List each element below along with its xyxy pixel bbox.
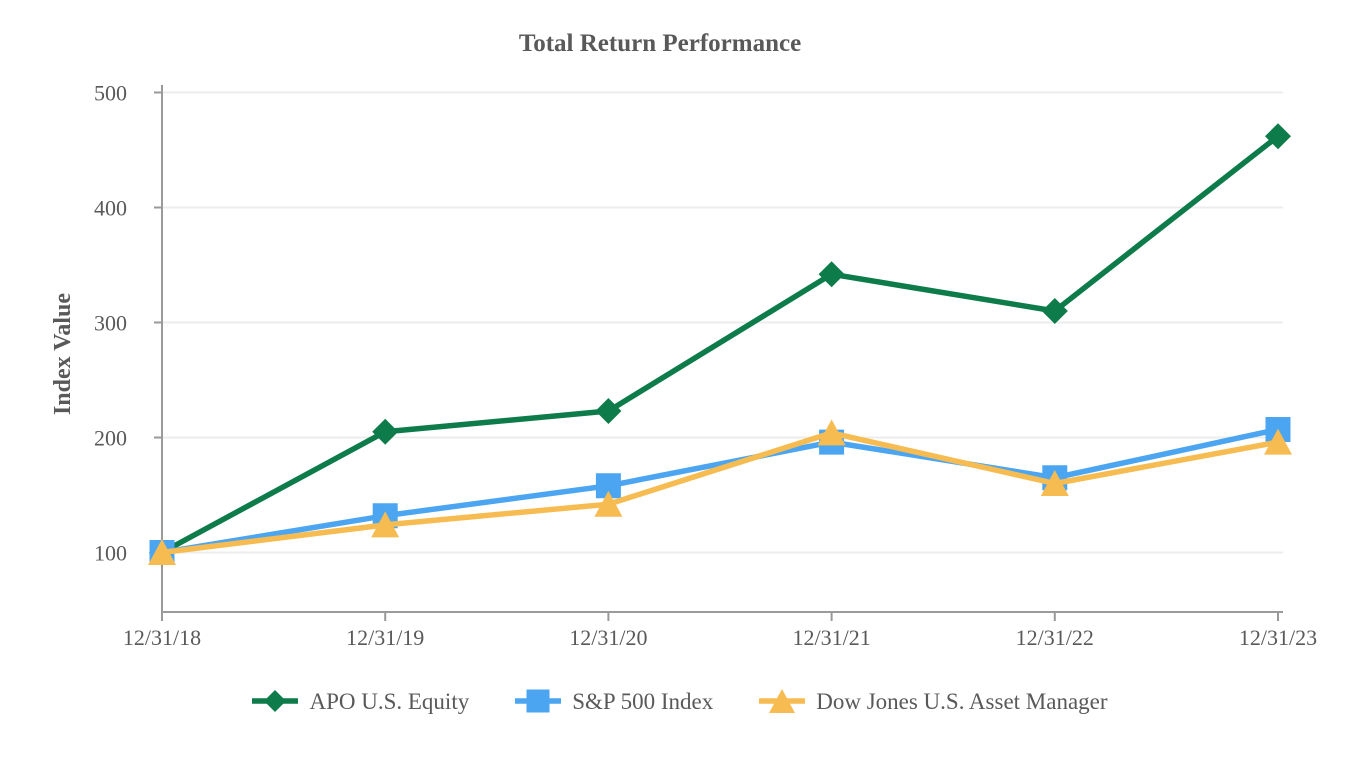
x-tick-label: 12/31/18: [123, 625, 201, 650]
data-point-marker-triangle: [817, 419, 846, 446]
legend-label: APO U.S. Equity: [309, 688, 470, 714]
x-tick-label: 12/31/21: [792, 625, 870, 650]
series-layer: [148, 123, 1292, 566]
y-tick-label: 100: [94, 541, 127, 566]
x-axis-tick-labels: 12/31/18 12/31/19 12/31/20 12/31/21 12/31/22…: [123, 625, 1317, 650]
data-point-marker-diamond: [818, 261, 845, 288]
chart-legend: APO U.S. Equity S&P 500 Index Dow Jones U.…: [0, 686, 1360, 716]
y-tick-label: 300: [94, 311, 127, 336]
x-tick-label: 12/31/20: [569, 625, 647, 650]
y-axis-title: Index Value: [50, 293, 76, 415]
data-point-marker-square: [595, 473, 621, 499]
data-point-marker-triangle: [594, 490, 623, 517]
legend-item: APO U.S. Equity: [252, 686, 469, 716]
line-chart: Total Return Performance Index Value 100…: [50, 30, 1317, 650]
data-point-marker-triangle: [1264, 428, 1292, 455]
x-axis-tick-marks: [161, 612, 1279, 621]
series-line: [159, 426, 1281, 556]
chart-title: Total Return Performance: [519, 30, 801, 57]
series-line: [159, 133, 1281, 556]
legend-label: Dow Jones U.S. Asset Manager: [816, 688, 1108, 714]
series-square: [149, 416, 1291, 565]
series-diamond: [149, 123, 1291, 566]
square-legend-marker-icon: [515, 689, 562, 713]
data-point-marker-diamond: [372, 418, 399, 445]
data-point-marker-triangle: [371, 511, 400, 538]
x-tick-label: 12/31/23: [1239, 625, 1317, 650]
x-tick-label: 12/31/22: [1016, 625, 1094, 650]
axes: [161, 85, 1283, 613]
series-triangle: [148, 419, 1292, 565]
diamond-legend-marker-icon: [252, 690, 299, 712]
series-line: [159, 430, 1281, 556]
y-tick-label: 400: [94, 196, 127, 221]
legend-item: Dow Jones U.S. Asset Manager: [759, 686, 1108, 716]
legend-label: S&P 500 Index: [572, 688, 714, 714]
y-axis-tick-labels: 100 200 300 400 500: [94, 81, 127, 566]
x-tick-label: 12/31/19: [346, 625, 424, 650]
data-point-marker-diamond: [1041, 298, 1068, 324]
data-point-marker-triangle: [148, 539, 176, 565]
y-tick-label: 500: [94, 81, 127, 106]
triangle-legend-marker-icon: [759, 689, 806, 713]
data-point-marker-triangle: [1040, 470, 1069, 496]
y-axis-tick-marks: [154, 91, 162, 554]
y-tick-label: 200: [94, 426, 127, 451]
data-point-marker-diamond: [595, 398, 622, 425]
legend-item: S&P 500 Index: [515, 686, 713, 716]
data-point-marker-diamond: [1265, 123, 1291, 150]
gridlines: [162, 91, 1283, 554]
